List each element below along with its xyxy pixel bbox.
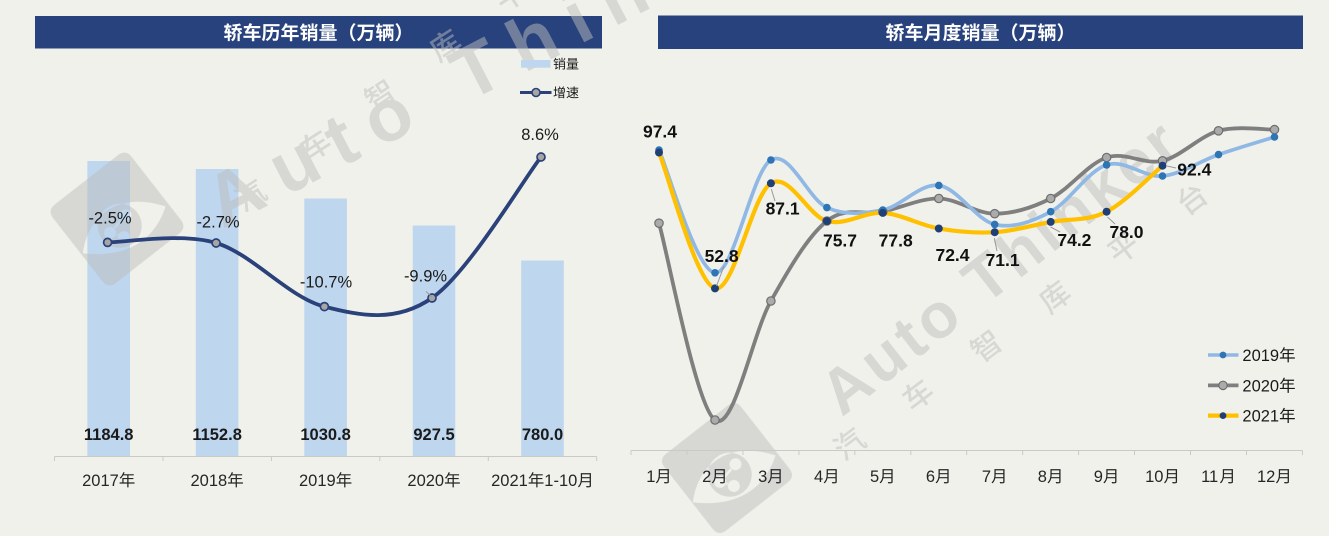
svg-text:927.5: 927.5 [413,426,454,444]
svg-text:8.6%: 8.6% [521,126,559,144]
svg-text:2017: 2017 [82,472,119,490]
svg-text:71.1: 71.1 [986,250,1020,270]
svg-text:72.4: 72.4 [935,245,969,265]
svg-text:780.0: 780.0 [522,426,563,444]
svg-text:-9.9%: -9.9% [404,268,447,286]
svg-text:2021: 2021 [1242,408,1279,426]
svg-text:10: 10 [1145,468,1163,486]
svg-text:-10.7%: -10.7% [300,274,353,292]
svg-text:1030.8: 1030.8 [300,426,350,444]
svg-text:12: 12 [1257,468,1275,486]
svg-text:11: 11 [1201,468,1218,486]
svg-text:3: 3 [758,468,767,486]
svg-text:2019: 2019 [299,472,336,490]
svg-text:2: 2 [702,468,711,486]
svg-text:2021: 2021 [491,472,528,490]
svg-text:9: 9 [1094,468,1103,486]
svg-text:2018: 2018 [191,472,228,490]
svg-text:92.4: 92.4 [1177,160,1211,180]
svg-text:1152.8: 1152.8 [192,426,242,444]
svg-text:74.2: 74.2 [1057,230,1091,250]
svg-text:2020: 2020 [407,472,444,490]
svg-text:78.0: 78.0 [1109,222,1143,242]
svg-text:1-10: 1-10 [544,472,577,490]
svg-text:1184.8: 1184.8 [84,426,134,444]
svg-text:6: 6 [926,468,935,486]
svg-text:8: 8 [1038,468,1047,486]
svg-text:75.7: 75.7 [823,231,857,251]
svg-text:7: 7 [982,468,991,486]
svg-text:2020: 2020 [1242,377,1279,395]
svg-text:-2.7%: -2.7% [196,214,239,232]
svg-text:2019: 2019 [1242,347,1279,365]
svg-text:1: 1 [646,468,655,486]
svg-text:4: 4 [814,468,823,486]
svg-text:87.1: 87.1 [766,199,800,219]
svg-text:97.4: 97.4 [643,122,677,142]
svg-text:77.8: 77.8 [879,231,913,251]
svg-text:-2.5%: -2.5% [88,210,131,228]
svg-text:5: 5 [870,468,879,486]
svg-text:52.8: 52.8 [705,246,739,266]
